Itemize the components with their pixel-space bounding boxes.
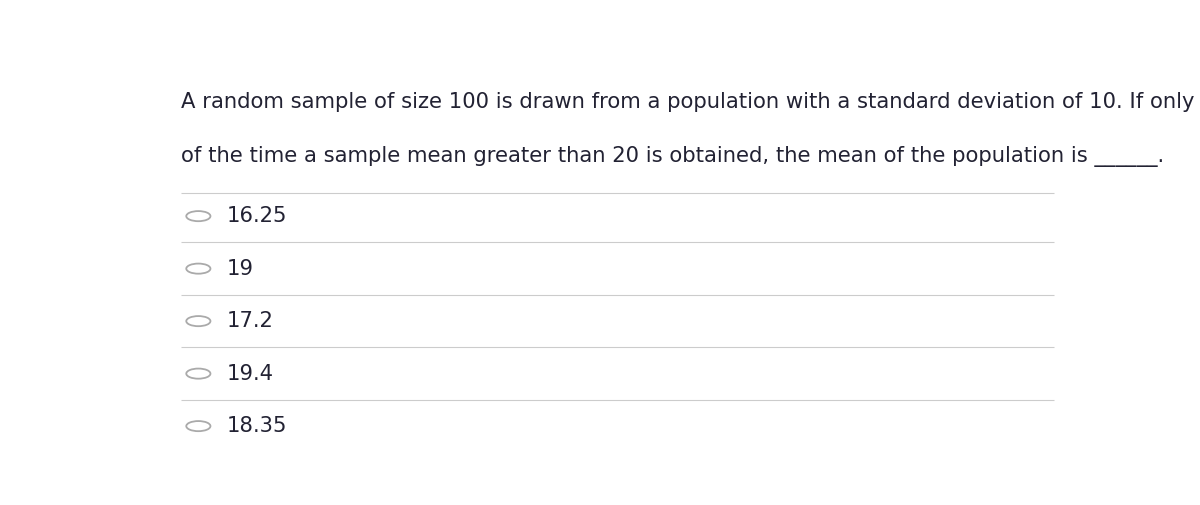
Text: 16.25: 16.25 xyxy=(227,206,287,226)
Text: of the time a sample mean greater than 20 is obtained, the mean of the populatio: of the time a sample mean greater than 2… xyxy=(181,146,1164,167)
Text: A random sample of size 100 is drawn from a population with a standard deviation: A random sample of size 100 is drawn fro… xyxy=(181,92,1200,112)
Text: 17.2: 17.2 xyxy=(227,311,274,331)
Text: 19.4: 19.4 xyxy=(227,364,274,384)
Text: 18.35: 18.35 xyxy=(227,416,287,436)
Text: 19: 19 xyxy=(227,259,253,279)
